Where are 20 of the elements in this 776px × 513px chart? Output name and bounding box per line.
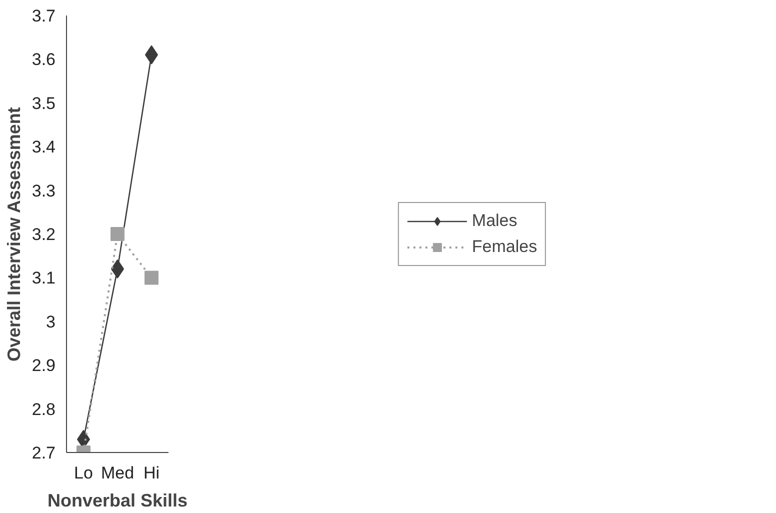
y-tick-label: 3.7 (32, 6, 56, 26)
point (110, 227, 124, 241)
x-axis-title: Nonverbal Skills (47, 490, 188, 510)
y-tick-label: 3.2 (32, 225, 56, 244)
y-axis-title: Overall Interview Assessment (4, 107, 24, 362)
y-tick-label: 2.7 (32, 444, 56, 462)
y-tick-label: 3.6 (32, 50, 56, 70)
y-tick-label: 2.8 (32, 400, 56, 419)
y-tick-label: 3 (46, 312, 56, 332)
y-tick-label: 3.1 (32, 268, 56, 288)
y-tick-label: 3.3 (32, 181, 56, 200)
legend-label: Males (472, 210, 518, 230)
point (144, 270, 158, 285)
x-tick-label: Lo (74, 464, 93, 482)
y-tick-label: 3.5 (32, 94, 56, 113)
y-tick-label: 3.4 (32, 138, 56, 157)
x-tick-label: Hi (143, 464, 160, 482)
x-tick-label: Med (100, 464, 134, 482)
y-tick-label: 2.9 (32, 356, 56, 376)
legend-label: Females (472, 236, 538, 256)
